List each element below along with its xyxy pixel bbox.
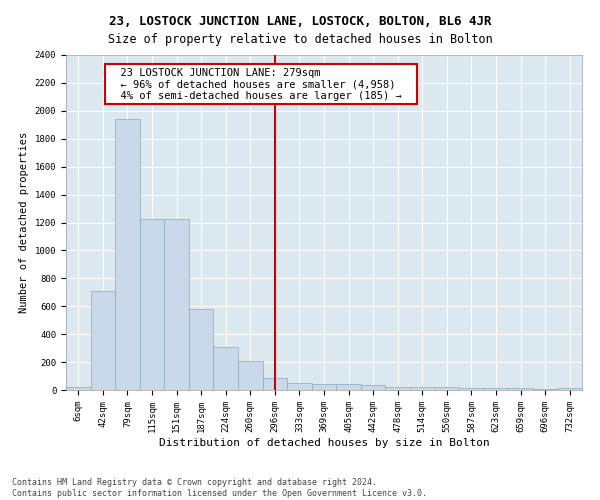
Bar (238, 362, 263, 390)
Text: 23 LOSTOCK JUNCTION LANE: 279sqm  
  ← 96% of detached houses are smaller (4,958: 23 LOSTOCK JUNCTION LANE: 279sqm ← 96% o… (108, 68, 414, 101)
Bar (361, 385, 385, 390)
Bar (140, 219, 164, 390)
Bar (459, 388, 484, 390)
Bar (164, 219, 189, 390)
Bar (336, 384, 361, 390)
Bar (66, 388, 91, 390)
Bar (385, 386, 410, 390)
Text: Size of property relative to detached houses in Bolton: Size of property relative to detached ho… (107, 32, 493, 46)
Bar (263, 378, 287, 390)
Bar (287, 383, 312, 390)
Y-axis label: Number of detached properties: Number of detached properties (19, 132, 29, 313)
Bar (508, 388, 533, 390)
Bar (434, 387, 459, 390)
Bar (189, 309, 214, 390)
Bar (312, 384, 336, 390)
Text: 23, LOSTOCK JUNCTION LANE, LOSTOCK, BOLTON, BL6 4JR: 23, LOSTOCK JUNCTION LANE, LOSTOCK, BOLT… (109, 15, 491, 28)
Bar (214, 346, 238, 390)
Bar (533, 388, 557, 390)
Text: Contains HM Land Registry data © Crown copyright and database right 2024.
Contai: Contains HM Land Registry data © Crown c… (12, 478, 427, 498)
Bar (115, 119, 140, 390)
Bar (91, 291, 115, 390)
X-axis label: Distribution of detached houses by size in Bolton: Distribution of detached houses by size … (158, 438, 490, 448)
Bar (557, 388, 582, 390)
Bar (410, 386, 434, 390)
Bar (484, 388, 508, 390)
